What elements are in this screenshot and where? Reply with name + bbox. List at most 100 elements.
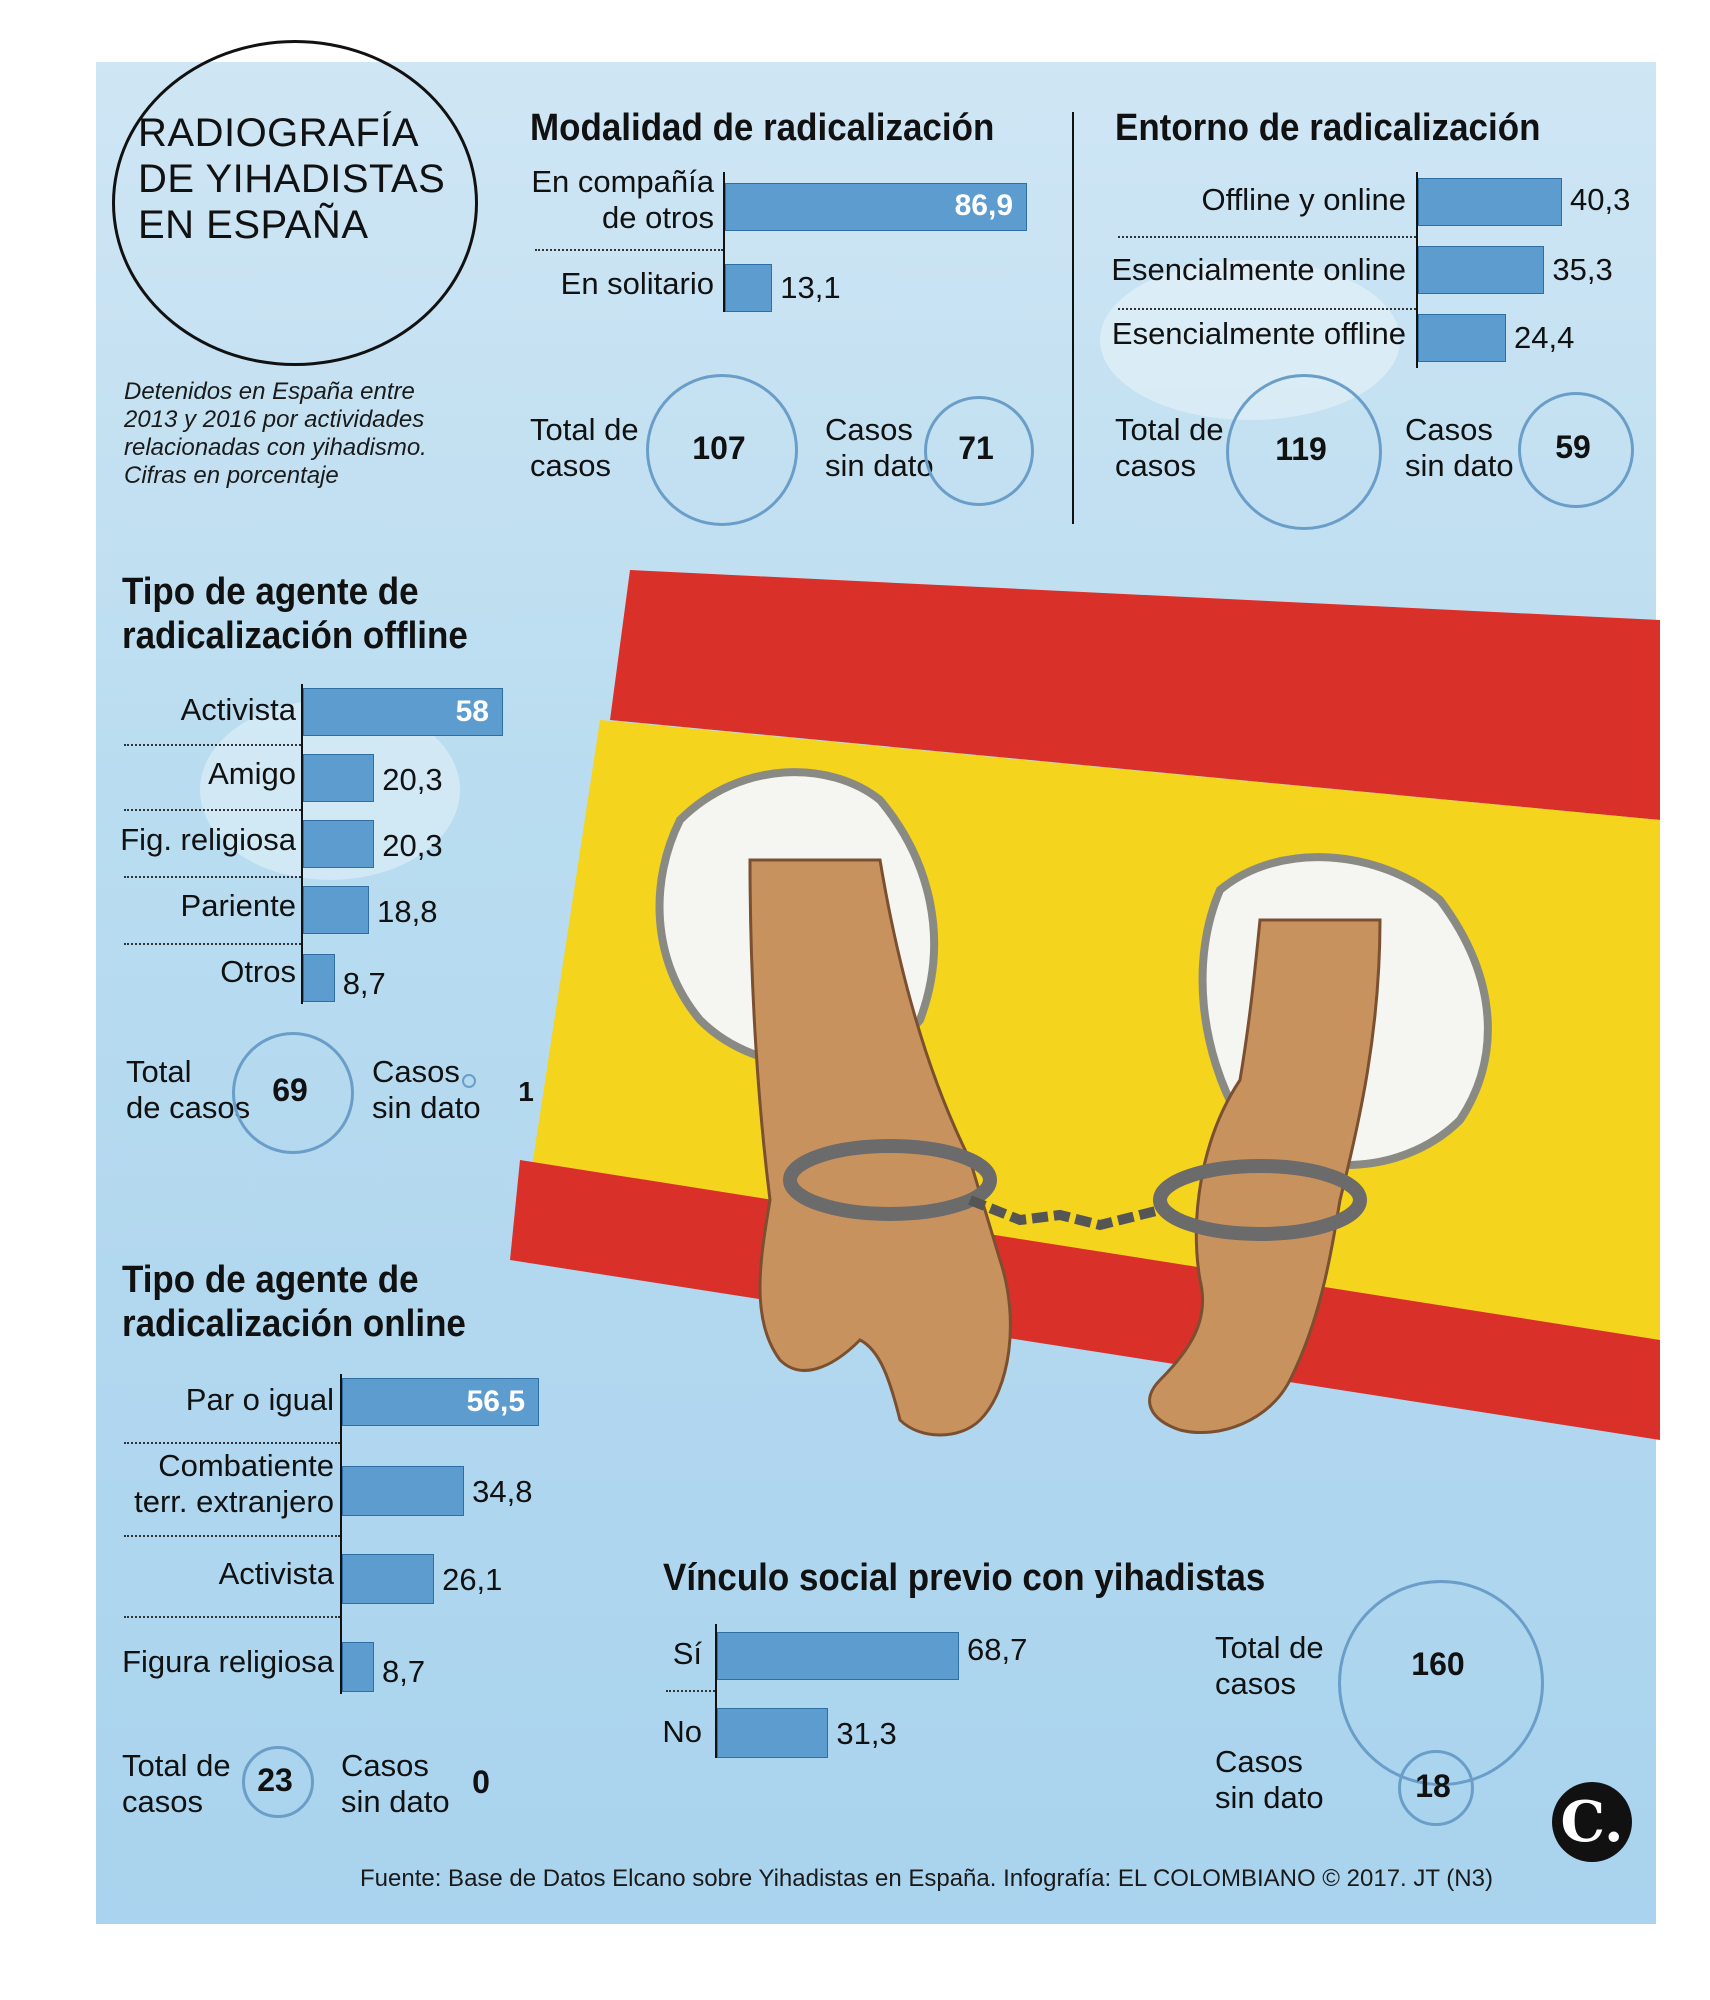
casos-sin-dato-value: 71 <box>958 430 994 466</box>
text-line: sin dato <box>1215 1780 1324 1815</box>
casos-sin-dato-label: Casos sin dato <box>1215 1744 1324 1816</box>
left-cuff <box>783 1139 997 1221</box>
text-line: Total <box>126 1054 192 1089</box>
subtitle-line: 2013 y 2016 por actividades <box>124 406 425 433</box>
text-line: casos <box>1215 1666 1296 1701</box>
subtitle-line: relacionadas con yihadismo. <box>124 434 427 461</box>
bar-offline-0 <box>303 688 503 736</box>
bar-label-line: de otros <box>601 200 714 235</box>
casos-sin-dato-ring <box>1518 392 1634 508</box>
text-line: sin dato <box>341 1784 450 1819</box>
total-casos-ring <box>242 1746 314 1818</box>
main-title-line: EN ESPAÑA <box>138 203 369 247</box>
bar-value-label: 56,5 <box>466 1385 525 1418</box>
bar-value-label: 8,7 <box>382 1654 426 1689</box>
bar-value-label: 18,8 <box>377 894 438 929</box>
text-line: de casos <box>126 1090 251 1125</box>
chart-axis <box>340 1374 342 1694</box>
text-line: Total de <box>1115 412 1224 447</box>
casos-sin-dato-value: 1 <box>518 1076 534 1107</box>
chart-title-offline: Tipo de agente de radicalización offline <box>122 570 468 658</box>
text-line: casos <box>530 448 611 483</box>
row-divider <box>1118 308 1416 310</box>
casos-sin-dato-ring <box>1398 1750 1474 1826</box>
row-divider <box>124 1535 340 1537</box>
text-line: sin dato <box>825 448 934 483</box>
row-divider <box>666 1690 715 1692</box>
bar-vinculo-0 <box>717 1632 959 1680</box>
text-line: Casos <box>372 1054 460 1089</box>
bar-label: Activista <box>180 692 296 727</box>
main-title-line: RADIOGRAFÍA <box>138 111 420 155</box>
bar-value-label: 20,3 <box>382 762 443 797</box>
text-line: Total de <box>530 412 639 447</box>
bar-label: Offline y online <box>1201 182 1407 217</box>
right-cuff <box>1153 1159 1367 1241</box>
bar-value-label: 68,7 <box>967 1632 1028 1667</box>
total-casos-label: Total de casos <box>122 1748 231 1820</box>
text-line: Casos <box>1405 412 1493 447</box>
total-casos-label: Total de casos <box>1215 1630 1324 1702</box>
chart-axis <box>301 684 303 1004</box>
row-divider <box>124 809 301 811</box>
main-title-line: DE YIHADISTAS <box>138 157 446 201</box>
text-line: casos <box>1115 448 1196 483</box>
bar-value-label: 40,3 <box>1570 182 1631 217</box>
chart-title-entorno: Entorno de radicalización <box>1115 107 1541 149</box>
bar-value-label: 20,3 <box>382 828 443 863</box>
bar-label: Par o igual <box>185 1382 334 1417</box>
bar-label: Figura religiosa <box>122 1644 334 1679</box>
bar-online-1 <box>342 1466 465 1516</box>
bar-value-label: 31,3 <box>836 1716 897 1751</box>
chart-axis <box>715 1624 717 1758</box>
chart-axis <box>1416 172 1418 368</box>
el-colombiano-logo: C. <box>1552 1782 1632 1862</box>
text-line: Total de <box>1215 1630 1324 1665</box>
total-casos-value: 119 <box>1275 431 1327 467</box>
bar-value-label: 24,4 <box>1513 320 1575 355</box>
cuff-chain <box>968 1195 1162 1231</box>
chart-title-line: Tipo de agente de <box>122 571 419 613</box>
section-divider <box>1072 112 1074 524</box>
bar-label: Esencialmente online <box>1111 252 1406 287</box>
row-divider <box>124 876 301 878</box>
bar-online-2 <box>342 1554 435 1604</box>
bar-offline-4 <box>303 954 335 1002</box>
title-circle <box>112 40 478 366</box>
row-divider <box>124 744 301 746</box>
subtitle: Detenidos en España entre 2013 y 2016 po… <box>124 378 427 490</box>
total-casos-ring <box>232 1032 354 1154</box>
bar-label-line: En compañía <box>531 164 714 199</box>
row-divider <box>535 249 723 251</box>
bar-modalidad-0 <box>725 183 1027 231</box>
casos-sin-dato-value: 18 <box>1415 1768 1451 1804</box>
bar-label-line: terr. extranjero <box>134 1484 334 1519</box>
source-credit: Fuente: Base de Datos Elcano sobre Yihad… <box>360 1865 1493 1892</box>
chart-axis <box>723 172 725 312</box>
total-casos-label: Total de casos <box>126 1054 250 1126</box>
bar-value-label: 8,7 <box>342 966 386 1001</box>
bar-label: Combatiente terr. extranjero <box>134 1448 334 1520</box>
total-casos-label: Total de casos <box>530 412 639 484</box>
casos-sin-dato-label: Casos sin dato <box>341 1748 450 1820</box>
chart-title-line: radicalización offline <box>122 615 468 657</box>
bar-label: Amigo <box>208 756 296 791</box>
bar-label: En compañía de otros <box>531 164 714 236</box>
bar-label: Sí <box>672 1636 702 1671</box>
total-casos-ring <box>1226 374 1382 530</box>
chart-title-vinculo: Vínculo social previo con yihadistas <box>663 1557 1266 1599</box>
total-casos-value: 23 <box>257 1762 293 1798</box>
bar-offline-3 <box>303 886 370 934</box>
chart-title-modalidad: Modalidad de radicalización <box>530 107 995 149</box>
bar-label: Esencialmente offline <box>1111 316 1406 351</box>
bar-label: Activista <box>218 1556 334 1591</box>
total-casos-value: 160 <box>1411 1646 1465 1682</box>
bar-label: En solitario <box>560 266 714 301</box>
casos-sin-dato-label: Casos sin dato <box>1405 412 1514 484</box>
total-casos-ring <box>646 374 798 526</box>
casos-sin-dato-ring <box>924 396 1034 506</box>
bar-value-label: 34,8 <box>472 1474 533 1509</box>
main-title: RADIOGRAFÍA DE YIHADISTAS EN ESPAÑA <box>138 110 445 248</box>
text-line: sin dato <box>372 1090 481 1125</box>
total-casos-label: Total de casos <box>1115 412 1224 484</box>
